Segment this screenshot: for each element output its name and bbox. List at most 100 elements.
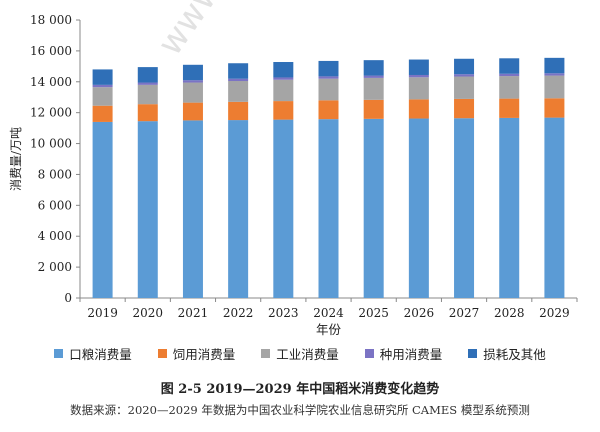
x-tick-label: 2028 bbox=[494, 306, 525, 320]
bar-segment bbox=[363, 118, 384, 298]
bar-segment bbox=[182, 102, 203, 121]
y-axis-label: 消费量/万吨 bbox=[9, 127, 23, 191]
bar-segment bbox=[318, 76, 339, 79]
legend: 口粮消费量 饲用消费量 工业消费量 种用消费量 损耗及其他 bbox=[0, 344, 600, 363]
legend-label: 工业消费量 bbox=[276, 347, 339, 362]
legend-label: 损耗及其他 bbox=[483, 347, 546, 362]
bar-segment bbox=[318, 100, 339, 120]
legend-item: 种用消费量 bbox=[364, 344, 443, 363]
bar-segment bbox=[273, 77, 294, 80]
legend-swatch bbox=[261, 349, 271, 358]
bar-segment bbox=[408, 118, 429, 298]
figure-caption: 图 2-5 2019—2029 年中国稻米消费变化趋势 bbox=[160, 382, 440, 397]
chart: 0 2 000 4 000 6 000 8 000 10 000 12 000 14 000 1… bbox=[9, 13, 578, 337]
y-tick-label: 4 000 bbox=[38, 229, 72, 243]
y-tick-label: 18 000 bbox=[30, 13, 72, 27]
bar-segment bbox=[92, 69, 113, 85]
bar-segment bbox=[182, 80, 203, 83]
bar-segment bbox=[228, 101, 249, 121]
bar-segment bbox=[318, 60, 339, 77]
bar-segment bbox=[137, 121, 158, 299]
data-source-note: 数据来源：2020—2029 年数据为中国农业科学院农业信息研究所 CAMES … bbox=[70, 403, 530, 417]
x-tick-label: 2026 bbox=[404, 306, 435, 320]
bar-segment bbox=[363, 77, 384, 100]
x-tick-label: 2019 bbox=[87, 306, 118, 320]
bar-segment bbox=[454, 118, 475, 298]
y-axis: 0 2 000 4 000 6 000 8 000 10 000 12 000 14 000 1… bbox=[30, 13, 81, 305]
y-tick-label: 14 000 bbox=[30, 75, 72, 89]
bar-segment bbox=[454, 98, 475, 119]
bar-segment bbox=[363, 75, 384, 78]
x-axis: 2019 2020 2021 2022 2023 2024 2025 2026 2027 2028… bbox=[79, 297, 578, 320]
bar-segment bbox=[318, 78, 339, 101]
bar-segment bbox=[544, 98, 565, 118]
bar-segment bbox=[228, 78, 249, 82]
bar-segment bbox=[363, 99, 384, 119]
legend-label: 口粮消费量 bbox=[69, 347, 132, 362]
bar-segment bbox=[92, 87, 113, 106]
bar-segment bbox=[454, 76, 475, 99]
legend-label: 饲用消费量 bbox=[172, 347, 236, 362]
bar-segment bbox=[544, 117, 565, 298]
bars bbox=[92, 57, 565, 299]
x-tick-label: 2025 bbox=[358, 306, 389, 320]
bar-segment bbox=[363, 60, 384, 76]
x-tick-label: 2029 bbox=[539, 306, 570, 320]
x-tick-label: 2023 bbox=[268, 306, 299, 320]
bar-segment bbox=[228, 63, 249, 79]
y-tick-label: 0 bbox=[64, 291, 72, 305]
bar-segment bbox=[408, 77, 429, 100]
bar-segment bbox=[408, 74, 429, 78]
legend-label: 种用消费量 bbox=[379, 347, 443, 362]
x-axis-label: 年份 bbox=[316, 322, 342, 337]
legend-swatch bbox=[364, 349, 374, 358]
bar-segment bbox=[92, 121, 113, 298]
y-tick-label: 8 000 bbox=[38, 167, 72, 181]
legend-item: 饲用消费量 bbox=[157, 344, 236, 363]
legend-swatch bbox=[468, 349, 478, 358]
bar-segment bbox=[454, 58, 475, 75]
y-tick-label: 6 000 bbox=[38, 198, 72, 212]
y-tick-label: 10 000 bbox=[30, 137, 72, 151]
bar-segment bbox=[544, 75, 565, 99]
bar-segment bbox=[408, 59, 429, 75]
x-tick-label: 2021 bbox=[178, 306, 209, 320]
bar-segment bbox=[182, 64, 203, 81]
bar-segment bbox=[499, 117, 520, 298]
bar-segment bbox=[228, 81, 249, 102]
bar-segment bbox=[499, 58, 520, 74]
bar-segment bbox=[92, 105, 113, 122]
bar-segment bbox=[318, 119, 339, 298]
bar-segment bbox=[273, 119, 294, 298]
x-tick-label: 2027 bbox=[449, 306, 480, 320]
legend-item: 损耗及其他 bbox=[468, 344, 546, 363]
legend-item: 工业消费量 bbox=[261, 344, 339, 363]
bar-segment bbox=[182, 82, 203, 103]
y-tick-label: 12 000 bbox=[30, 106, 72, 120]
legend-swatch bbox=[157, 349, 167, 358]
bar-segment bbox=[92, 84, 113, 88]
bar-segment bbox=[408, 99, 429, 119]
bar-segment bbox=[499, 73, 520, 77]
bar-segment bbox=[273, 79, 294, 102]
x-tick-label: 2020 bbox=[132, 306, 163, 320]
bar-segment bbox=[273, 101, 294, 120]
bar-segment bbox=[544, 73, 565, 76]
bar-segment bbox=[182, 120, 203, 298]
bar-segment bbox=[454, 74, 475, 77]
legend-item: 口粮消费量 bbox=[54, 344, 132, 363]
y-tick-label: 16 000 bbox=[30, 44, 72, 58]
bar-segment bbox=[499, 98, 520, 118]
y-tick-label: 2 000 bbox=[38, 260, 72, 274]
bar-segment bbox=[137, 104, 158, 122]
bar-segment bbox=[137, 82, 158, 85]
bar-segment bbox=[137, 84, 158, 105]
x-tick-label: 2022 bbox=[223, 306, 254, 320]
bar-segment bbox=[499, 76, 520, 99]
bar-segment bbox=[273, 62, 294, 78]
legend-swatch bbox=[54, 349, 64, 358]
bar-segment bbox=[137, 67, 158, 83]
x-tick-label: 2024 bbox=[313, 306, 344, 320]
bar-segment bbox=[228, 120, 249, 298]
bar-segment bbox=[544, 57, 565, 74]
